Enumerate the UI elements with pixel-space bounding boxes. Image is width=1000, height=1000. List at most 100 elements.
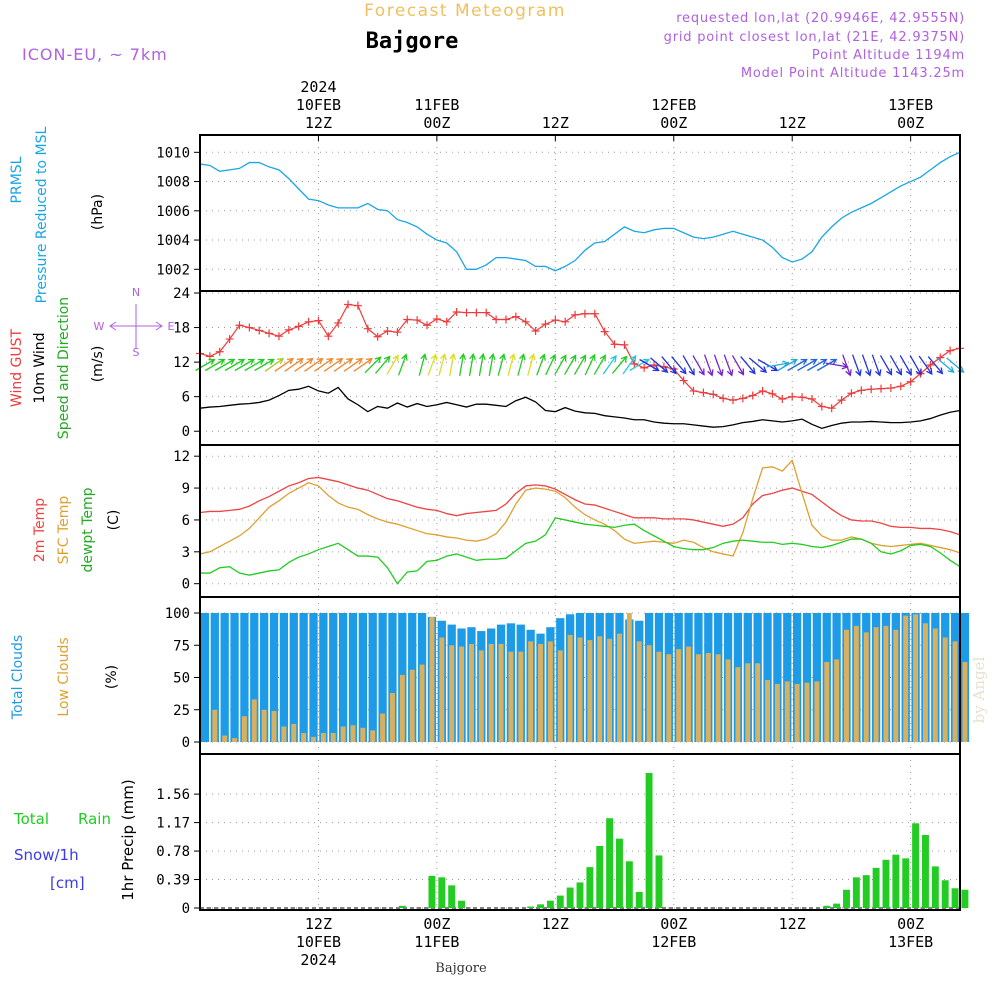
gust-marker <box>383 327 392 336</box>
gust-marker <box>906 377 915 386</box>
rain-bar <box>833 903 841 908</box>
gust-marker <box>334 318 343 327</box>
gust-marker <box>886 384 895 393</box>
gust-marker <box>393 328 402 337</box>
gust-marker <box>452 308 461 317</box>
total-clouds-bar <box>763 613 772 742</box>
wind-direction-arrow <box>731 355 745 376</box>
rain-bar <box>596 845 604 908</box>
total-clouds-bar <box>269 613 279 742</box>
rain-bar <box>527 906 535 908</box>
wind-direction-arrow <box>536 353 546 376</box>
wind-direction-arrow <box>748 357 768 373</box>
wind-direction-arrow <box>593 354 606 375</box>
snow-label: Snow/1h <box>14 846 79 864</box>
wind-direction-arrow <box>842 354 852 377</box>
compass-w: W <box>94 320 105 333</box>
gust-marker <box>462 308 471 317</box>
gust-marker <box>442 317 451 326</box>
low-clouds-bar <box>350 725 356 742</box>
wind-direction-arrow <box>602 354 617 375</box>
gust-marker <box>423 321 432 330</box>
low-clouds-bar <box>952 641 958 742</box>
low-clouds-bar <box>784 681 790 742</box>
y-tick-label: 6 <box>182 390 190 406</box>
low-clouds-bar <box>853 625 859 742</box>
total-clouds-bar <box>319 613 328 742</box>
top-hour-label: 12Z <box>542 114 569 132</box>
header-model: ICON-EU, ~ 7km <box>22 45 168 64</box>
wind-direction-arrow <box>757 358 779 372</box>
low-clouds-bar <box>735 667 741 742</box>
rain-bar <box>635 891 643 908</box>
low-clouds-bar <box>360 727 366 742</box>
pressure-line <box>199 151 961 272</box>
gust-marker <box>294 322 303 331</box>
rain-bar <box>537 904 544 908</box>
low-clouds-bar <box>883 625 889 742</box>
dewpt-temp-line <box>200 517 961 585</box>
header-point-altitude: Point Altitude 1194m <box>812 48 965 63</box>
rain-bar <box>922 835 929 908</box>
wind-direction-arrow <box>304 357 324 372</box>
gust-marker <box>531 327 540 336</box>
low-clouds-bar <box>913 614 919 742</box>
wind-direction-arrow <box>294 357 314 372</box>
wind-direction-arrow <box>622 354 637 375</box>
y-tick-label: 12 <box>173 355 190 371</box>
total-clouds-bar <box>309 613 318 742</box>
gust-marker <box>758 386 767 395</box>
wind-direction-arrow <box>889 355 903 376</box>
wind-direction-arrow <box>459 352 467 376</box>
gust-marker <box>620 340 629 349</box>
wind-direction-arrow <box>713 354 724 377</box>
low-clouds-bar <box>715 654 721 742</box>
y-tick-label: 12 <box>173 449 190 465</box>
y-tick-label: 3 <box>182 545 190 561</box>
low-clouds-bar <box>705 652 711 742</box>
wind-unit: (m/s) <box>90 346 106 383</box>
low-clouds-bar <box>459 646 465 742</box>
rain-bar <box>616 838 623 908</box>
gust-marker <box>324 332 333 341</box>
wind-direction-arrow <box>918 355 933 376</box>
total-clouds-bar <box>348 613 358 742</box>
low-clouds-bar <box>873 627 879 742</box>
y-tick-label: 1010 <box>156 145 190 161</box>
y-tick-label: 0 <box>182 901 190 917</box>
rain-bar <box>951 888 959 908</box>
compass-s: S <box>133 346 140 359</box>
low-clouds-bar <box>232 738 238 742</box>
low-clouds-bar <box>468 643 474 742</box>
low-clouds-bar <box>893 629 899 742</box>
compass-e: E <box>168 320 175 333</box>
total-clouds-bar <box>260 613 269 742</box>
rain-bar <box>448 885 456 908</box>
gust-marker <box>344 300 353 309</box>
low-clouds-bar <box>676 649 682 742</box>
wind-direction-arrow <box>879 355 893 376</box>
data-layer <box>195 151 970 909</box>
low-clouds-bar <box>755 663 761 742</box>
y-tick-label: 0.78 <box>156 844 190 860</box>
header-requested: requested lon,lat (20.9946E, 42.9555N) <box>676 11 965 26</box>
gust-marker <box>304 317 313 326</box>
y-tick-label: 1008 <box>156 175 190 191</box>
rain-bar <box>862 875 870 908</box>
wind-direction-arrow <box>284 357 304 372</box>
gust-label: Wind GUST <box>9 328 25 407</box>
wind-direction-arrow <box>449 352 457 376</box>
gust-marker <box>590 309 599 318</box>
y-tick-label: 0.39 <box>156 873 190 889</box>
low-clouds-bar <box>962 662 968 742</box>
gust-marker <box>501 315 510 324</box>
y-tick-label: 1006 <box>156 204 190 220</box>
rain-bar <box>655 855 663 908</box>
gust-line <box>199 303 961 409</box>
wind-direction-arrow <box>545 353 557 376</box>
gust-marker <box>630 359 639 368</box>
low-clouds-bar <box>508 651 514 742</box>
bottom-date-label: 11FEB <box>414 933 459 951</box>
wind-direction-arrow <box>584 353 596 376</box>
gust-marker <box>225 335 234 344</box>
